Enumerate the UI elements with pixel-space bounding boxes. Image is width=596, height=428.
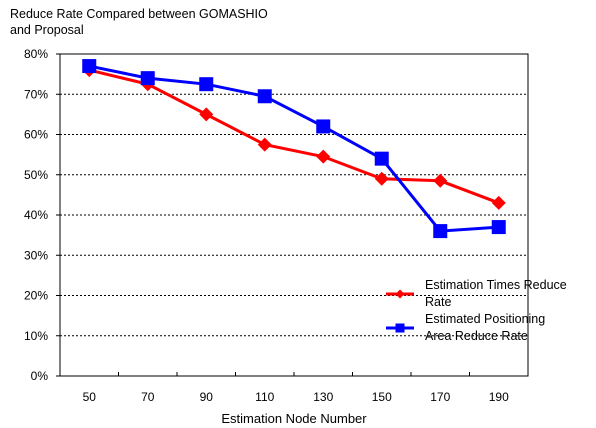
y-tick-labels: 0% 10% 20% 30% 40% 50% 60% 70% 80% xyxy=(24,47,60,383)
y-tick-label: 50% xyxy=(24,168,48,182)
x-tick-label: 50 xyxy=(83,390,97,404)
data-point xyxy=(316,119,331,134)
y-tick-label: 70% xyxy=(24,87,48,101)
series-line xyxy=(88,64,499,233)
data-point xyxy=(257,137,272,152)
x-tick-label: 110 xyxy=(255,390,274,404)
x-tick-label: 70 xyxy=(141,390,155,404)
gridlines xyxy=(60,93,528,337)
legend-label: Estimated Positioning xyxy=(425,312,545,326)
legend-marker xyxy=(395,323,405,333)
y-tick-label: 10% xyxy=(24,329,48,343)
legend-marker xyxy=(395,289,405,299)
data-point xyxy=(374,171,389,186)
data-point xyxy=(491,220,506,235)
x-tick-label: 150 xyxy=(372,390,392,404)
x-tick-label: 170 xyxy=(430,390,450,404)
x-tick-label: 190 xyxy=(489,390,509,404)
x-tick-labels: 50 70 90 110 130 150 170 190 xyxy=(59,372,529,404)
y-axis-title: Reduce Rate Compared between GOMASHIO an… xyxy=(10,7,268,37)
legend-label: Estimation Times Reduce xyxy=(425,278,567,292)
data-point xyxy=(140,71,155,86)
x-axis-title: Estimation Node Number xyxy=(221,411,367,426)
data-point xyxy=(257,89,272,104)
x-tick-label: 90 xyxy=(200,390,214,404)
data-point xyxy=(199,107,214,122)
y-tick-label: 60% xyxy=(24,128,48,142)
y-tick-label: 0% xyxy=(31,369,49,383)
data-point xyxy=(316,149,331,164)
data-point xyxy=(433,173,448,188)
y-tick-label: 20% xyxy=(24,289,48,303)
data-point xyxy=(82,59,97,74)
legend: Estimation Times Reduce Rate Estimated Pos… xyxy=(386,278,567,343)
legend-label: Rate xyxy=(425,295,451,309)
data-point xyxy=(199,77,214,92)
legend-label: Area Reduce Rate xyxy=(425,329,528,343)
y-tick-label: 30% xyxy=(24,248,48,262)
y-tick-label: 40% xyxy=(24,208,48,222)
data-point xyxy=(374,151,389,166)
y-tick-label: 80% xyxy=(24,47,48,61)
series-line xyxy=(88,68,500,205)
data-point xyxy=(433,224,448,239)
data-point xyxy=(491,195,506,210)
x-tick-label: 130 xyxy=(313,390,333,404)
series-group xyxy=(82,59,506,239)
